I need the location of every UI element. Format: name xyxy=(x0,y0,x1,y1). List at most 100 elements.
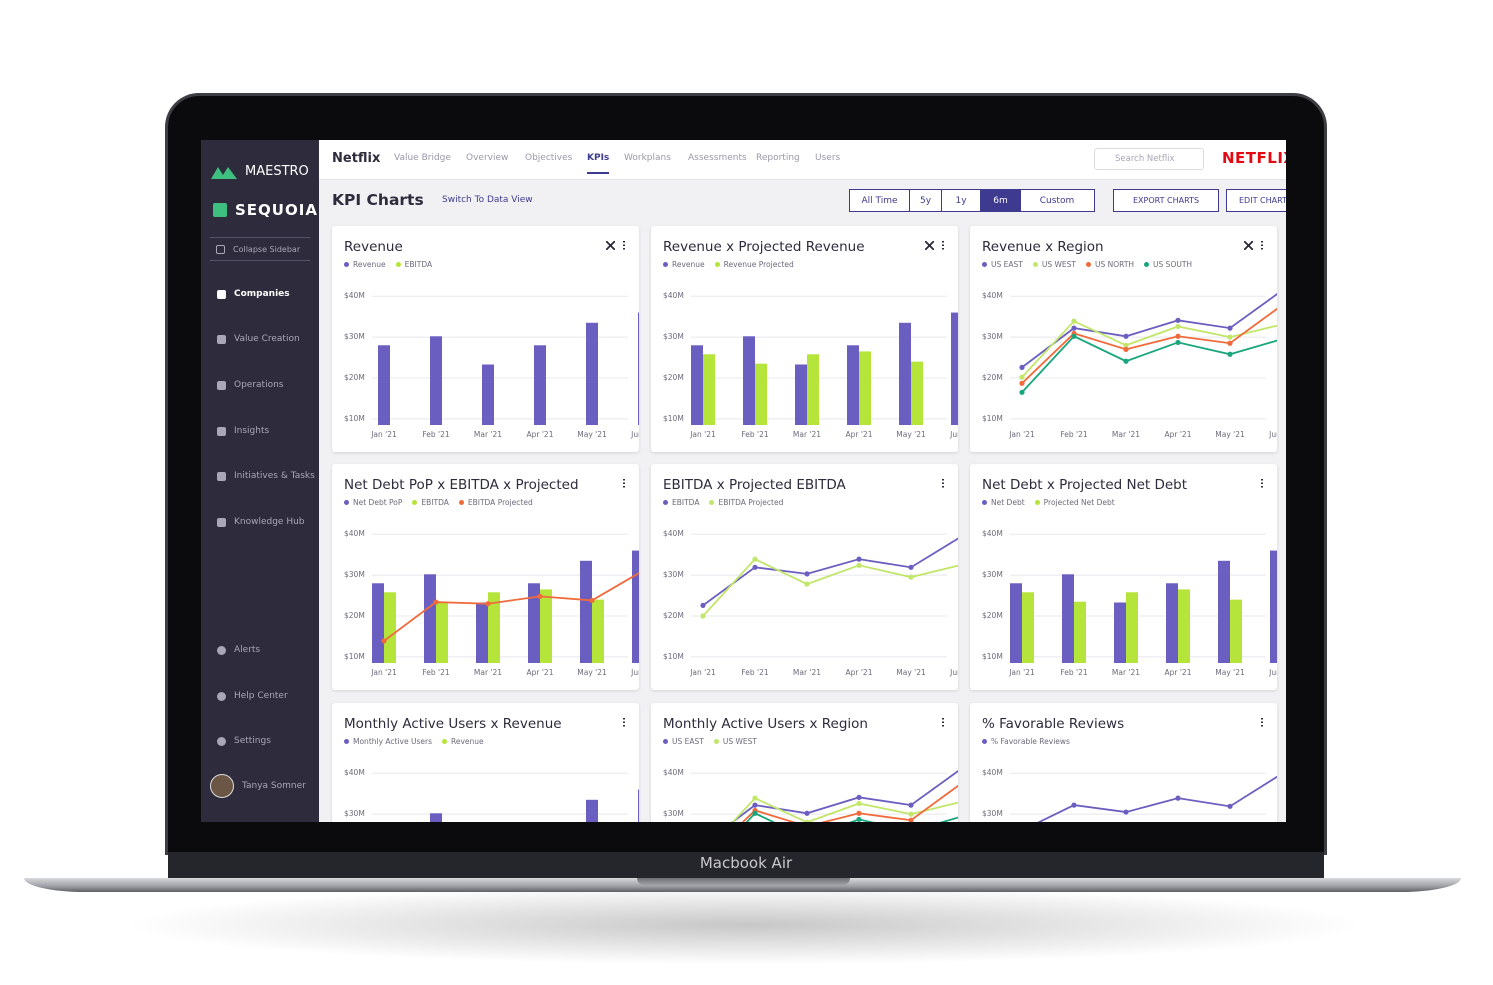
search-box[interactable]: Search Netflix xyxy=(1094,148,1204,170)
point xyxy=(908,811,914,817)
screen: MAESTRO SEQUOIA Collapse Sidebar Compani… xyxy=(201,140,1286,822)
nav-tab[interactable]: Users xyxy=(815,153,841,163)
bar xyxy=(807,354,819,425)
chart-title: Monthly Active Users x Revenue xyxy=(344,716,562,732)
point xyxy=(381,638,387,644)
legend-swatch xyxy=(663,500,668,505)
y-tick-label: $30M xyxy=(982,570,1003,579)
legend-item: Monthly Active Users xyxy=(344,737,432,746)
chart-title: % Favorable Reviews xyxy=(982,716,1125,732)
sidebar-item[interactable]: Settings xyxy=(217,736,271,746)
x-tick-label: Jan '21 xyxy=(370,668,397,677)
bar xyxy=(859,351,871,425)
x-tick-label: Apr '21 xyxy=(846,668,873,677)
x-tick-label: May '21 xyxy=(1215,430,1245,439)
nav-tab[interactable]: Assessments xyxy=(688,153,747,163)
collapse-sidebar[interactable]: Collapse Sidebar xyxy=(210,237,310,261)
legend-swatch xyxy=(663,739,668,744)
legend-label: Revenue xyxy=(672,260,705,269)
chart-title: Net Debt PoP x EBITDA x Projected xyxy=(344,477,579,493)
switch-view[interactable]: Switch To Data View xyxy=(442,195,533,205)
x-tick-label: Mar '21 xyxy=(474,668,502,677)
legend-swatch xyxy=(982,739,987,744)
sidebar-item[interactable]: Insights xyxy=(217,426,269,436)
point xyxy=(537,593,543,599)
sidebar-item[interactable]: Operations xyxy=(217,380,283,390)
x-tick-label: Feb '21 xyxy=(741,668,768,677)
point xyxy=(1071,333,1077,339)
line xyxy=(702,558,958,617)
point xyxy=(700,613,706,619)
nav-tab[interactable]: Overview xyxy=(466,153,509,163)
export-button[interactable]: EXPORT CHARTS xyxy=(1113,189,1219,212)
laptop-notch xyxy=(637,878,850,885)
expand-icon xyxy=(1244,241,1253,250)
sidebar-item[interactable]: Value Creation xyxy=(217,334,300,344)
bar xyxy=(378,345,390,425)
nav-tab[interactable]: Value Bridge xyxy=(394,153,451,163)
point xyxy=(1175,323,1181,330)
point xyxy=(908,802,914,808)
sidebar-item[interactable]: Companies xyxy=(217,289,290,299)
point xyxy=(1175,795,1181,801)
menu-icon xyxy=(942,717,944,727)
legend-swatch xyxy=(442,739,447,744)
search-placeholder: Search Netflix xyxy=(1115,154,1175,164)
point xyxy=(1071,325,1077,331)
card-icons xyxy=(606,238,625,250)
menu-icon xyxy=(1261,478,1263,488)
line xyxy=(731,770,958,822)
sidebar-item[interactable]: Alerts xyxy=(217,645,260,655)
point xyxy=(804,571,810,577)
bar xyxy=(436,601,448,663)
range-label: 6m xyxy=(993,195,1008,206)
legend-label: % Favorable Reviews xyxy=(991,737,1070,746)
y-tick-label: $10M xyxy=(663,652,684,661)
x-tick-label: Apr '21 xyxy=(527,430,554,439)
sidebar-label: Value Creation xyxy=(234,334,300,344)
nav-tab[interactable]: Workplans xyxy=(624,153,671,163)
avatar xyxy=(210,774,234,798)
custom-button[interactable]: Custom xyxy=(1019,189,1095,212)
y-tick-label: $20M xyxy=(663,611,684,620)
collapse-icon xyxy=(216,244,225,254)
chart-card: Monthly Active Users x Revenue Monthly Ac… xyxy=(332,703,639,822)
company-title: Netflix xyxy=(332,151,381,166)
line xyxy=(731,797,958,822)
x-tick-label: Jun '21 xyxy=(949,668,958,677)
line xyxy=(1021,335,1277,393)
legend-swatch xyxy=(663,262,668,267)
range-button[interactable]: All Time xyxy=(849,189,910,212)
point xyxy=(1227,340,1233,346)
point xyxy=(856,800,862,807)
sidebar-item[interactable]: Knowledge Hub xyxy=(217,517,305,527)
sidebar-label: Knowledge Hub xyxy=(234,517,305,527)
nav-tab[interactable]: Objectives xyxy=(525,153,573,163)
point xyxy=(1019,380,1025,386)
sidebar-item[interactable]: Help Center xyxy=(217,691,288,701)
custom-label: Custom xyxy=(1039,195,1075,206)
range-button[interactable]: 5y xyxy=(909,189,942,212)
nav-tab[interactable]: KPIs xyxy=(587,153,610,174)
x-tick-label: Jan '21 xyxy=(370,430,397,439)
legend-swatch xyxy=(714,262,720,267)
bar xyxy=(586,322,598,425)
legend-item: US WEST xyxy=(1032,260,1076,269)
edit-label: EDIT CHARTS xyxy=(1239,196,1286,205)
card-icons xyxy=(1261,476,1263,488)
range-button[interactable]: 1y xyxy=(941,189,981,212)
edit-button[interactable]: EDIT CHARTS xyxy=(1226,189,1286,212)
chart-card: % Favorable Reviews% Favorable Reviews$1… xyxy=(970,703,1277,822)
legend-label: Net Debt PoP xyxy=(353,498,403,507)
legend-item: Revenue xyxy=(344,260,386,269)
sidebar-item[interactable]: Initiatives & Tasks xyxy=(217,471,315,481)
top-nav: Netflix Search Netflix NETFLIX Value Bri… xyxy=(319,140,1286,180)
nav-tab[interactable]: Reporting xyxy=(756,153,800,163)
range-button[interactable]: 6m xyxy=(980,189,1021,212)
menu-icon xyxy=(1261,717,1263,727)
legend-label: US WEST xyxy=(1041,260,1076,269)
legend-item: Projected Net Debt xyxy=(1034,498,1115,507)
sidebar-label: Companies xyxy=(234,289,290,299)
x-tick-label: Feb '21 xyxy=(1060,668,1087,677)
